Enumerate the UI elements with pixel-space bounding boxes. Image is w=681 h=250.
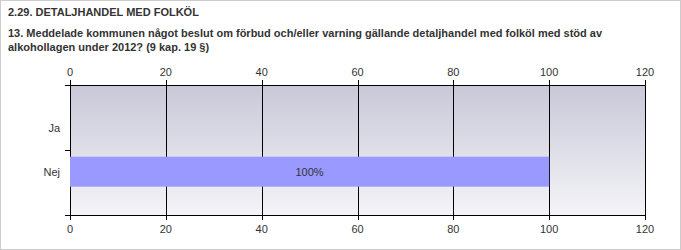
subtitle: 13. Meddelade kommunen något beslut om f… xyxy=(8,27,603,53)
plot-background xyxy=(70,85,645,215)
tick-label-bottom: 120 xyxy=(636,223,654,235)
grid-line xyxy=(645,80,646,220)
tick-label-bottom: 0 xyxy=(67,223,73,235)
subtitle-line: alkohollagen under 2012? (9 kap. 19 §) xyxy=(8,41,209,53)
grid-line xyxy=(358,80,359,220)
tick-label-top: 60 xyxy=(351,66,363,78)
grid-line xyxy=(70,80,71,220)
category-label: Nej xyxy=(43,166,60,178)
axis-line xyxy=(70,85,71,215)
tick-label-bottom: 80 xyxy=(447,223,459,235)
bars xyxy=(70,157,549,187)
bar xyxy=(70,113,71,143)
tick-label-top: 120 xyxy=(636,66,654,78)
axis-line xyxy=(70,85,645,86)
grid-line xyxy=(262,80,263,220)
tick-label-bottom: 20 xyxy=(160,223,172,235)
tick-label-top: 80 xyxy=(447,66,459,78)
bar xyxy=(70,157,549,187)
title: 2.29. DETALJHANDEL MED FOLKÖL xyxy=(8,6,199,18)
chart: 2.29. DETALJHANDEL MED FOLKÖL 13. Meddela… xyxy=(0,0,681,250)
grid-line xyxy=(549,80,550,220)
tick-label-bottom: 60 xyxy=(351,223,363,235)
category-label: Ja xyxy=(48,122,61,134)
grid-line xyxy=(453,80,454,220)
axis-line xyxy=(70,215,645,216)
category-tick xyxy=(65,150,70,151)
data-label: 100% xyxy=(296,166,324,178)
frame xyxy=(1,1,681,250)
tick-label-top: 0 xyxy=(67,66,73,78)
subtitle-line: 13. Meddelade kommunen något beslut om f… xyxy=(8,27,603,39)
category-tick xyxy=(65,215,70,216)
tick-label-bottom: 40 xyxy=(256,223,268,235)
tick-label-top: 20 xyxy=(160,66,172,78)
tick-label-bottom: 100 xyxy=(540,223,558,235)
category-tick xyxy=(65,85,70,86)
grid-line xyxy=(166,80,167,220)
tick-label-top: 40 xyxy=(256,66,268,78)
tick-label-top: 100 xyxy=(540,66,558,78)
